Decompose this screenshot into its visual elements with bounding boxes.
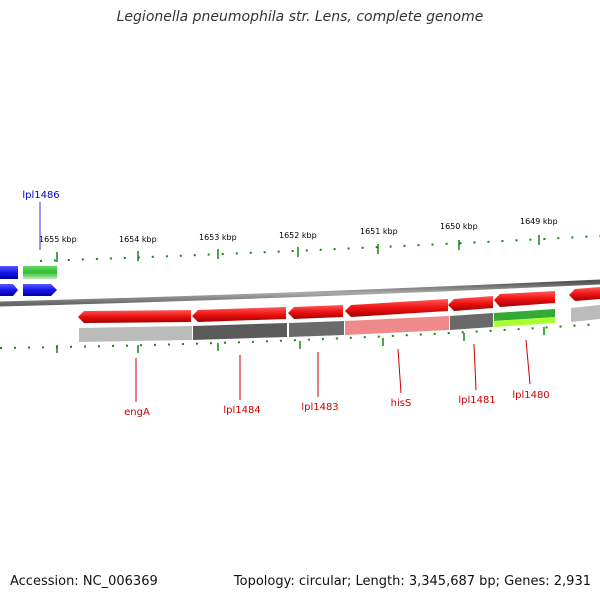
tick-label-1652: 1652 kbp (279, 231, 317, 240)
gene-lpl1484-arrow[interactable] (192, 307, 286, 322)
label-lpl1481[interactable]: lpl1481 (458, 395, 495, 406)
label-lpl1484[interactable]: lpl1484 (223, 405, 260, 416)
gene-lpl1481-arrow[interactable] (448, 296, 493, 311)
gene-partial-reverse-right[interactable] (569, 287, 600, 301)
label-lpl1480[interactable]: lpl1480 (512, 390, 549, 401)
label-lpl1483[interactable]: lpl1483 (301, 402, 338, 413)
scale-dots-outer (39, 235, 600, 262)
leader-hisS (397, 348, 402, 394)
label-hisS[interactable]: hisS (391, 398, 412, 409)
track-engA (79, 326, 192, 342)
track-lpl1484 (193, 323, 287, 340)
scale-dots-inner (0, 323, 600, 349)
tick-label-1651: 1651 kbp (360, 227, 398, 236)
map-title: Legionella pneumophila str. Lens, comple… (116, 9, 484, 25)
track-partial-right (571, 305, 600, 322)
leader-lpl1481 (473, 343, 477, 391)
tick-label-1650: 1650 kbp (440, 222, 478, 231)
inner-scale (0, 323, 600, 353)
accession-text: Accession: NC_006369 (10, 574, 158, 589)
label-lpl1486[interactable]: lpl1486 (22, 190, 59, 201)
gene-engA-arrow[interactable] (78, 310, 191, 323)
gene-hisS-arrow[interactable] (345, 299, 448, 317)
gene-blue-forward-partial-2[interactable] (0, 284, 18, 296)
track-hisS (345, 316, 449, 335)
gene-lpl1483-arrow[interactable] (288, 305, 343, 319)
gene-blue-forward-partial-1[interactable] (0, 266, 18, 279)
gene-lpl1486-arrow[interactable] (23, 284, 57, 296)
tick-label-1653: 1653 kbp (199, 233, 237, 242)
gene-lpl1480-arrow[interactable] (494, 291, 555, 307)
gene-green-forward[interactable] (23, 266, 57, 279)
track-lpl1481 (450, 313, 493, 330)
tick-label-1649: 1649 kbp (520, 217, 558, 226)
leader-lpl1480 (525, 339, 531, 385)
outer-scale (39, 235, 600, 262)
track-lpl1483 (289, 321, 344, 337)
genome-backbone (0, 279, 600, 307)
label-engA[interactable]: engA (124, 407, 150, 418)
genome-summary-text: Topology: circular; Length: 3,345,687 bp… (233, 574, 591, 589)
tick-label-1655: 1655 kbp (39, 235, 77, 244)
tick-label-1654: 1654 kbp (119, 235, 157, 244)
track-lpl1480-lime (494, 317, 555, 327)
